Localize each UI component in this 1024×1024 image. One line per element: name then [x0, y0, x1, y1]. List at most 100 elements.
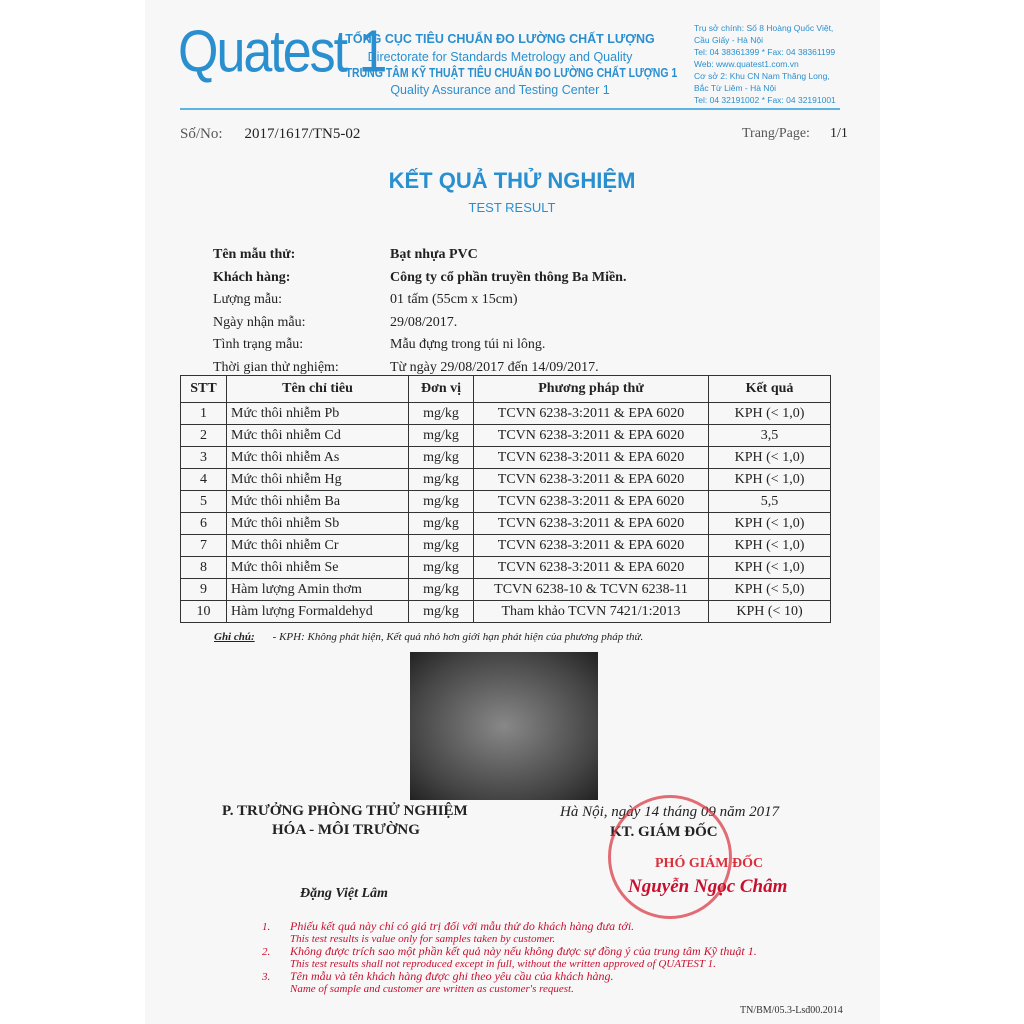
page-number: Trang/Page: 1/1 [742, 126, 848, 142]
table-cell: KPH (< 1,0) [708, 468, 831, 491]
table-cell: Mức thôi nhiễm Cr [226, 534, 409, 557]
page-label: Trang/Page: [742, 126, 810, 141]
table-row: 2 Mức thôi nhiễm Cd mg/kg TCVN 6238-3:2011 … [180, 424, 831, 447]
info-value: Công ty cổ phần truyền thông Ba Miền. [390, 269, 627, 285]
table-cell: Tham khảo TCVN 7421/1:2013 [473, 600, 709, 623]
table-row: 8 Mức thôi nhiễm Se mg/kg TCVN 6238-3:2011 … [180, 556, 831, 579]
doc-number: Số/No: 2017/1617/TN5-02 [180, 126, 360, 143]
info-label: Khách hàng: [213, 269, 291, 285]
table-row: 6 Mức thôi nhiễm Sb mg/kg TCVN 6238-3:2011 … [180, 512, 831, 535]
table-cell: TCVN 6238-3:2011 & EPA 6020 [473, 446, 709, 469]
info-label: Ngày nhận mẫu: [213, 314, 306, 330]
contact-line: Bắc Từ Liêm - Hà Nội [694, 83, 777, 93]
table-cell: KPH (< 5,0) [708, 578, 831, 601]
info-label: Tên mẫu thử: [213, 247, 296, 262]
table-cell: 6 [180, 512, 227, 535]
contact-info: Trụ sở chính: Số 8 Hoàng Quốc Việt, Cầu … [694, 22, 836, 106]
info-label: Lượng mẫu: [213, 292, 283, 307]
left-signer-name: Đặng Việt Lâm [300, 886, 388, 901]
table-cell: 9 [180, 578, 227, 601]
table-cell: TCVN 6238-3:2011 & EPA 6020 [473, 534, 709, 557]
footer-note-number: 2. [262, 946, 271, 958]
left-signer-dept: HÓA - MÔI TRƯỜNG [272, 822, 420, 838]
table-cell: Mức thôi nhiễm Se [226, 556, 409, 579]
doc-subtitle: TEST RESULT [468, 200, 556, 215]
table-cell: mg/kg [408, 512, 474, 535]
table-cell: TCVN 6238-3:2011 & EPA 6020 [473, 490, 709, 513]
table-cell: mg/kg [408, 600, 474, 623]
center-vn: TRUNG TÂM KỸ THUẬT TIÊU CHUẨN ĐO LƯỜNG C… [345, 66, 678, 80]
table-cell: mg/kg [408, 490, 474, 513]
table-cell: TCVN 6238-3:2011 & EPA 6020 [473, 468, 709, 491]
doc-title: KẾT QUẢ THỬ NGHIỆM [388, 168, 636, 193]
table-cell: KPH (< 1,0) [708, 402, 831, 425]
table-cell: Mức thôi nhiễm Sb [226, 512, 409, 535]
official-stamp [608, 795, 732, 919]
footer-note-vn: Không được trích sao một phần kết quả nà… [290, 944, 757, 958]
table-cell: TCVN 6238-3:2011 & EPA 6020 [473, 512, 709, 535]
table-cell: TCVN 6238-3:2011 & EPA 6020 [473, 556, 709, 579]
table-cell: KPH (< 1,0) [708, 556, 831, 579]
table-cell: 5 [180, 490, 227, 513]
table-cell: Hàm lượng Formaldehyd [226, 600, 409, 623]
contact-line: Tel: 04 38361399 * Fax: 04 38361199 [694, 47, 836, 57]
doc-number-value: 2017/1617/TN5-02 [244, 126, 361, 142]
footer-note-vn: Phiếu kết quả này chỉ có giá trị đối với… [290, 919, 635, 933]
info-value: Từ ngày 29/08/2017 đến 14/09/2017. [390, 359, 599, 375]
sample-photo [410, 652, 598, 800]
doc-number-label: Số/No: [180, 126, 223, 142]
col-header: Kết quả [708, 375, 831, 403]
footer-note-vn: Tên mẫu và tên khách hàng được ghi theo … [290, 969, 614, 983]
table-cell: Hàm lượng Amin thơm [226, 578, 409, 601]
table-cell: 8 [180, 556, 227, 579]
table-cell: mg/kg [408, 402, 474, 425]
table-cell: mg/kg [408, 578, 474, 601]
info-value: Bạt nhựa PVC [390, 247, 478, 262]
info-label: Tình trạng mẫu: [213, 337, 304, 352]
footer-notes: 1. Phiếu kết quả này chỉ có giá trị đối v… [262, 920, 757, 995]
contact-line: Tel: 04 32191002 * Fax: 04 32191001 [694, 95, 836, 105]
footer-note-number: 1. [262, 921, 271, 933]
contact-line: Cầu Giấy - Hà Nội [694, 35, 763, 45]
table-cell: Mức thôi nhiễm As [226, 446, 409, 469]
info-label: Thời gian thử nghiệm: [213, 359, 339, 375]
note-text: - KPH: Không phát hiện, Kết quả nhỏ hơn … [272, 631, 644, 643]
right-signer-position: PHÓ GIÁM ĐỐC [655, 856, 764, 871]
table-cell: 1 [180, 402, 227, 425]
table-row: 4 Mức thôi nhiễm Hg mg/kg TCVN 6238-3:2011 … [180, 468, 831, 491]
table-cell: mg/kg [408, 468, 474, 491]
col-header: STT [180, 375, 227, 403]
table-cell: TCVN 6238-3:2011 & EPA 6020 [473, 402, 709, 425]
table-cell: KPH (< 10) [708, 600, 831, 623]
table-row: 10 Hàm lượng Formaldehyd mg/kg Tham khảo TC… [180, 600, 831, 623]
footer-note-en: This test results shall not reproduced e… [290, 958, 716, 970]
note-label: Ghi chú: [214, 631, 255, 643]
col-header: Tên chỉ tiêu [226, 375, 409, 403]
table-cell: mg/kg [408, 446, 474, 469]
table-cell: KPH (< 1,0) [708, 534, 831, 557]
page-value: 1/1 [829, 126, 848, 141]
footer-note-en: Name of sample and customer are written … [290, 983, 574, 995]
table-cell: 3 [180, 446, 227, 469]
table-cell: KPH (< 1,0) [708, 446, 831, 469]
table-cell: 7 [180, 534, 227, 557]
contact-line: Web: www.quatest1.com.vn [694, 59, 799, 69]
table-cell: 3,5 [708, 424, 831, 447]
contact-line: Trụ sở chính: Số 8 Hoàng Quốc Việt, [694, 23, 834, 33]
table-cell: TCVN 6238-3:2011 & EPA 6020 [473, 424, 709, 447]
table-cell: Mức thôi nhiễm Hg [226, 468, 409, 491]
table-cell: mg/kg [408, 424, 474, 447]
org-en: Directorate for Standards Metrology and … [367, 50, 633, 64]
footer-note-en: This test results is value only for samp… [290, 933, 556, 945]
table-cell: Mức thôi nhiễm Ba [226, 490, 409, 513]
contact-line: Cơ sở 2: Khu CN Nam Thăng Long, [694, 71, 830, 81]
table-cell: TCVN 6238-10 & TCVN 6238-11 [473, 578, 709, 601]
table-cell: 2 [180, 424, 227, 447]
table-cell: 4 [180, 468, 227, 491]
col-header: Phương pháp thử [473, 375, 709, 403]
table-cell: KPH (< 1,0) [708, 512, 831, 535]
table-cell: Mức thôi nhiễm Pb [226, 402, 409, 425]
footer-note-number: 3. [262, 971, 271, 983]
table-row: 1 Mức thôi nhiễm Pb mg/kg TCVN 6238-3:2011 … [180, 402, 831, 425]
quatest-logo: Quatest 1 [178, 18, 387, 86]
